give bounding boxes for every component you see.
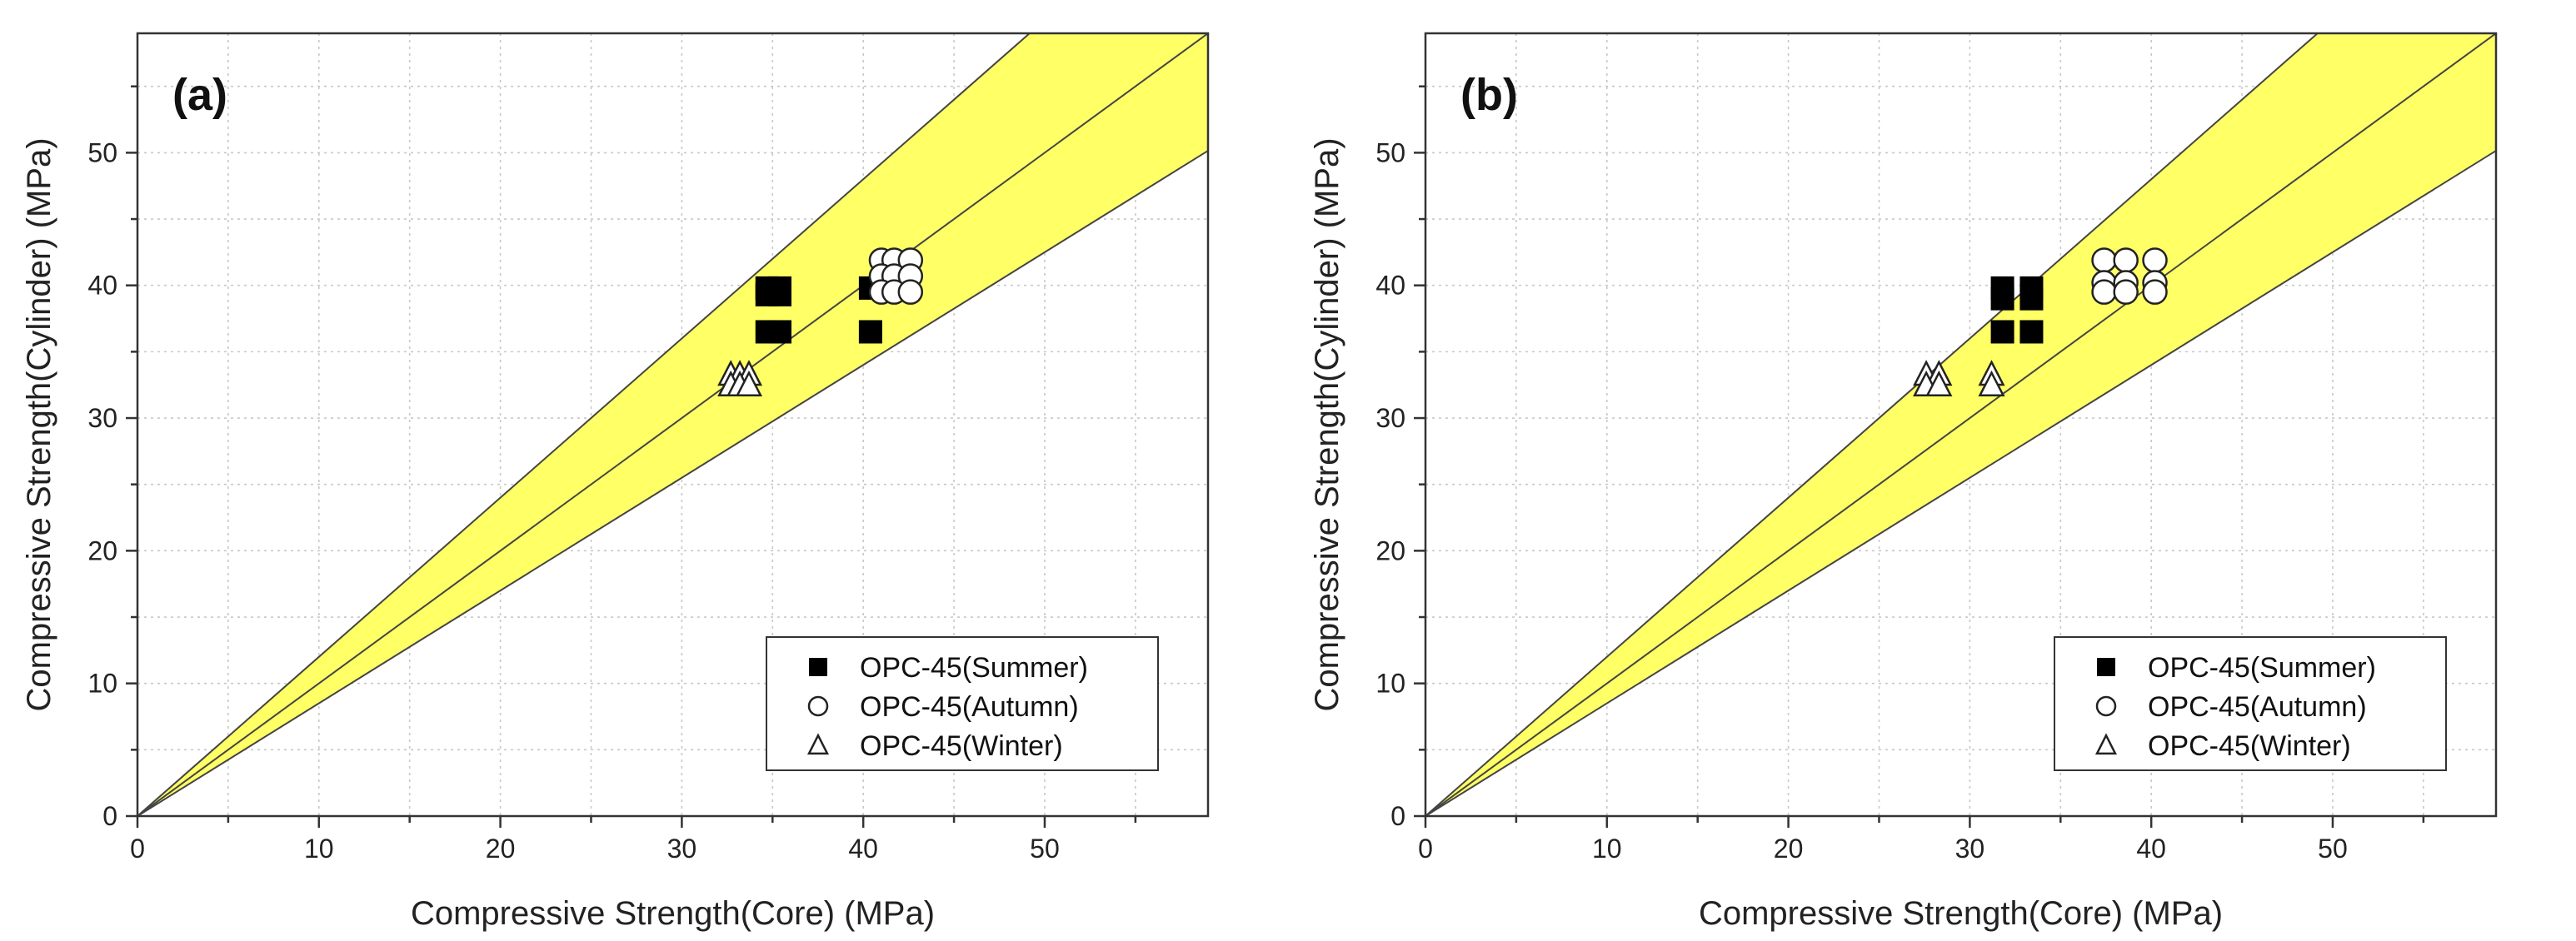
data-point-open-triangle-4-b [1925,370,1953,397]
reference-lines-a [137,33,1208,816]
data-point-open-circle-1-b [2091,247,2117,273]
y-tick-label-0-b: 0 [1390,801,1405,831]
y-tick-label-10-b: 10 [1375,669,1405,699]
x-axis-label-a: Compressive Strength(Core) (MPa) [411,895,935,932]
data-point-open-circle-8-b [2113,279,2139,305]
x-tick-label-30-a: 30 [667,834,697,864]
legend-label-filled-square-b: OPC-45(Summer) [2148,652,2376,684]
reference-line-line-of-equality-a [137,33,1208,816]
y-tick-label-0-a: 0 [102,801,117,831]
axes-b: 0 10 20 30 40 50 0 10 20 30 40 50 [1375,85,2425,864]
x-axis-label-b: Compressive Strength(Core) (MPa) [1699,895,2223,932]
data-point-open-triangle-6-a [735,370,763,397]
legend-label-open-circle-b: OPC-45(Autumn) [2148,691,2367,723]
reference-line-upper-bound-a [137,33,1031,816]
legend-label-filled-square-a: OPC-45(Summer) [860,652,1088,684]
plot-frame-b [1424,32,2498,818]
legend-a: OPC-45(Summer) OPC-45(Autumn) OPC-45(Winte… [766,636,1159,771]
chart-panel-b: 0 10 20 30 40 50 0 10 20 30 40 50 Compressive Streng… [1288,0,2576,941]
data-point-open-triangle-6-b [1978,370,2005,397]
y-tick-label-20-b: 20 [1375,535,1405,565]
data-point-filled-square-4-a [768,282,791,306]
y-tick-label-10-a: 10 [87,669,117,699]
y-tick-label-50-b: 50 [1375,137,1405,167]
chart-svg-a: 0 10 20 30 40 50 0 10 20 30 40 50 Compressive Streng… [21,32,1210,932]
legend-b: OPC-45(Summer) OPC-45(Autumn) OPC-45(Winte… [2054,636,2447,771]
x-tick-label-40-a: 40 [848,834,878,864]
data-points-a [717,247,924,397]
reference-line-line-of-equality-b [1425,33,2496,816]
data-point-open-circle-3-b [2142,247,2168,273]
x-tick-label-20-a: 20 [486,834,516,864]
legend-box-a [766,636,1159,771]
legend-box-b [2054,636,2447,771]
chart-panel-a: 0 10 20 30 40 50 0 10 20 30 40 50 Compressive Streng… [21,32,1210,932]
data-point-open-circle-9-b [2142,279,2168,305]
data-point-filled-square-3-b [1990,320,2014,344]
reference-lines-b [1425,33,2496,816]
legend-label-open-triangle-b: OPC-45(Winter) [2148,730,2351,762]
y-tick-label-40-a: 40 [87,271,117,301]
legend-label-open-triangle-a: OPC-45(Winter) [860,730,1063,762]
y-tick-label-20-a: 20 [87,535,117,565]
plot-frame-a [136,32,1210,818]
legend-label-open-circle-a: OPC-45(Autumn) [860,691,1079,723]
x-tick-label-50-a: 50 [1030,834,1060,864]
x-tick-label-10-b: 10 [1592,834,1622,864]
reference-line-upper-bound-b [1425,33,2319,816]
data-point-filled-square-6-b [2019,320,2044,344]
x-tick-label-0-a: 0 [130,834,145,864]
y-tick-label-30-a: 30 [87,403,117,433]
data-point-open-circle-9-a [897,279,924,305]
legend-marker-open-triangle-b [2094,733,2118,755]
data-point-filled-square-8-a [858,320,882,344]
data-point-open-circle-7-b [2091,279,2117,305]
x-tick-label-10-a: 10 [304,834,334,864]
y-axis-label-a: Compressive Strength(Cylinder) (MPa) [21,137,57,711]
legend-marker-filled-square-a [809,658,827,676]
x-tick-label-0-b: 0 [1418,834,1433,864]
legend-marker-open-triangle-a [806,733,830,755]
x-tick-label-40-b: 40 [2136,834,2166,864]
panel-label-a: (a) [172,70,227,120]
legend-marker-open-circle-a [807,695,829,717]
data-points-b [1913,247,2168,397]
data-point-open-circle-2-b [2113,247,2139,273]
panel-label-b: (b) [1460,70,1518,120]
y-tick-label-40-b: 40 [1375,271,1405,301]
legend-marker-filled-square-b [2097,658,2115,676]
data-point-filled-square-2-b [1990,286,2014,311]
reference-line-lower-bound-b [1425,149,2496,816]
data-point-filled-square-5-b [2019,286,2044,311]
x-tick-label-20-b: 20 [1774,834,1804,864]
data-point-filled-square-6-a [768,320,791,344]
axes-a: 0 10 20 30 40 50 0 10 20 30 40 50 [87,85,1137,864]
y-axis-label-b: Compressive Strength(Cylinder) (MPa) [1309,137,1345,711]
chart-svg-b: 0 10 20 30 40 50 0 10 20 30 40 50 Compressive Streng… [1309,32,2498,932]
legend-marker-open-circle-b [2095,695,2117,717]
y-tick-label-30-b: 30 [1375,403,1405,433]
reference-line-lower-bound-a [137,149,1208,816]
x-tick-label-30-b: 30 [1955,834,1985,864]
x-tick-label-50-b: 50 [2318,834,2348,864]
y-tick-label-50-a: 50 [87,137,117,167]
